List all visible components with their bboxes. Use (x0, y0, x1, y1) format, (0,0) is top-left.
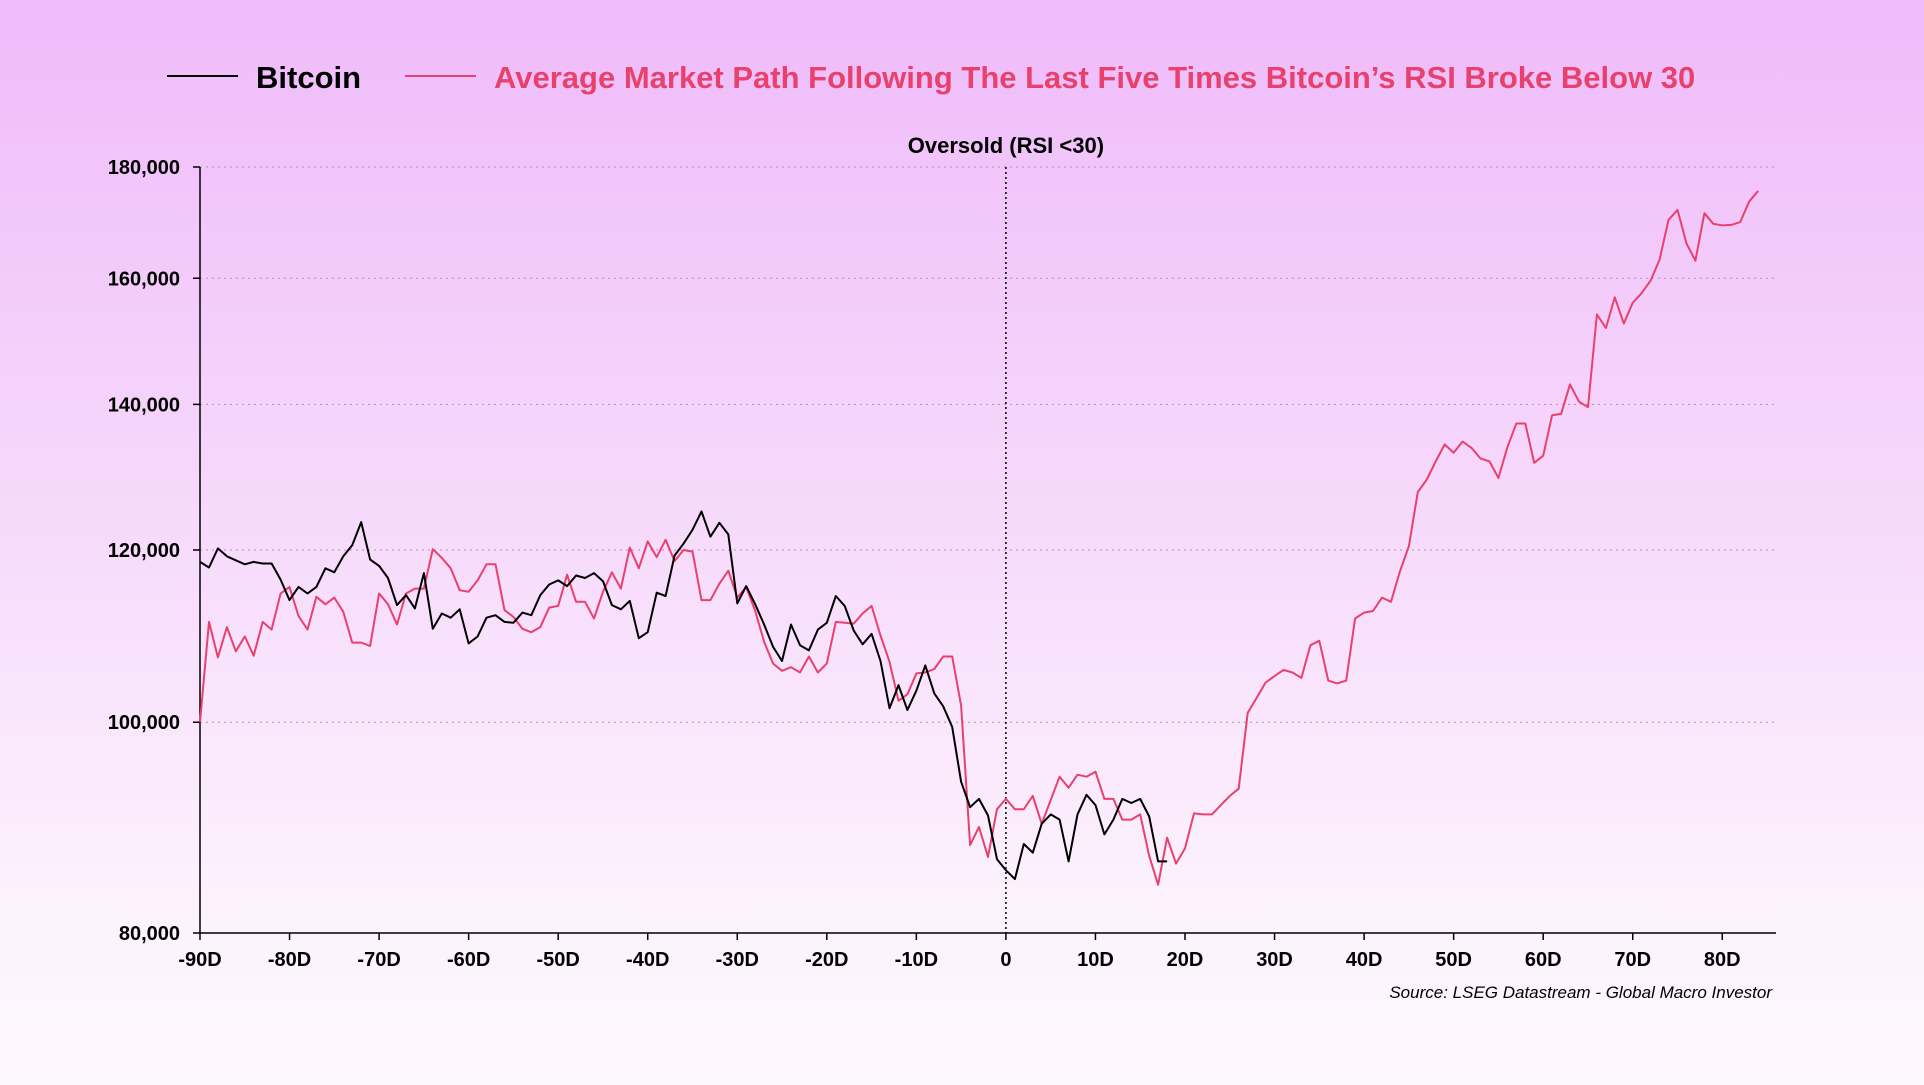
x-tick-label: -60D (447, 949, 490, 971)
y-tick-label: 180,000 (108, 157, 180, 179)
x-tick-label: -50D (537, 949, 580, 971)
x-tick-label: 20D (1167, 949, 1204, 971)
x-tick-label: -70D (357, 949, 400, 971)
oversold-annotation: Oversold (RSI <30) (908, 133, 1104, 158)
y-tick-label: 100,000 (108, 712, 180, 734)
x-tick-label: 0 (1000, 949, 1011, 971)
y-tick-label: 80,000 (119, 923, 180, 945)
x-tick-label: -40D (626, 949, 669, 971)
y-tick-label: 160,000 (108, 268, 180, 290)
series-line-bitcoin (199, 510, 1168, 881)
series-line-average-path (199, 190, 1759, 886)
x-tick-label: -90D (178, 949, 221, 971)
x-tick-label: 70D (1614, 949, 1651, 971)
x-tick-label: 80D (1704, 949, 1741, 971)
x-tick-label: -10D (895, 949, 938, 971)
x-tick-label: -30D (716, 949, 759, 971)
x-tick-label: 50D (1435, 949, 1472, 971)
legend-label-bitcoin: Bitcoin (256, 60, 361, 95)
legend: Bitcoin Average Market Path Following Th… (167, 60, 1695, 95)
source-note: Source: LSEG Datastream - Global Macro I… (1389, 983, 1773, 1002)
x-tick-label: -80D (268, 949, 311, 971)
x-tick-label: 60D (1525, 949, 1562, 971)
legend-label-average-path: Average Market Path Following The Last F… (494, 60, 1695, 95)
y-tick-label: 120,000 (108, 540, 180, 562)
x-tick-label: 40D (1346, 949, 1383, 971)
axes: 80,000 100,000 120,000 140,000 160,000 180,00… (108, 157, 1776, 971)
y-tick-label: 140,000 (108, 394, 180, 416)
x-tick-label: -20D (805, 949, 848, 971)
gridlines (200, 166, 1776, 723)
x-tick-label: 10D (1077, 949, 1114, 971)
series-lines (199, 190, 1759, 886)
x-tick-label: 30D (1256, 949, 1293, 971)
